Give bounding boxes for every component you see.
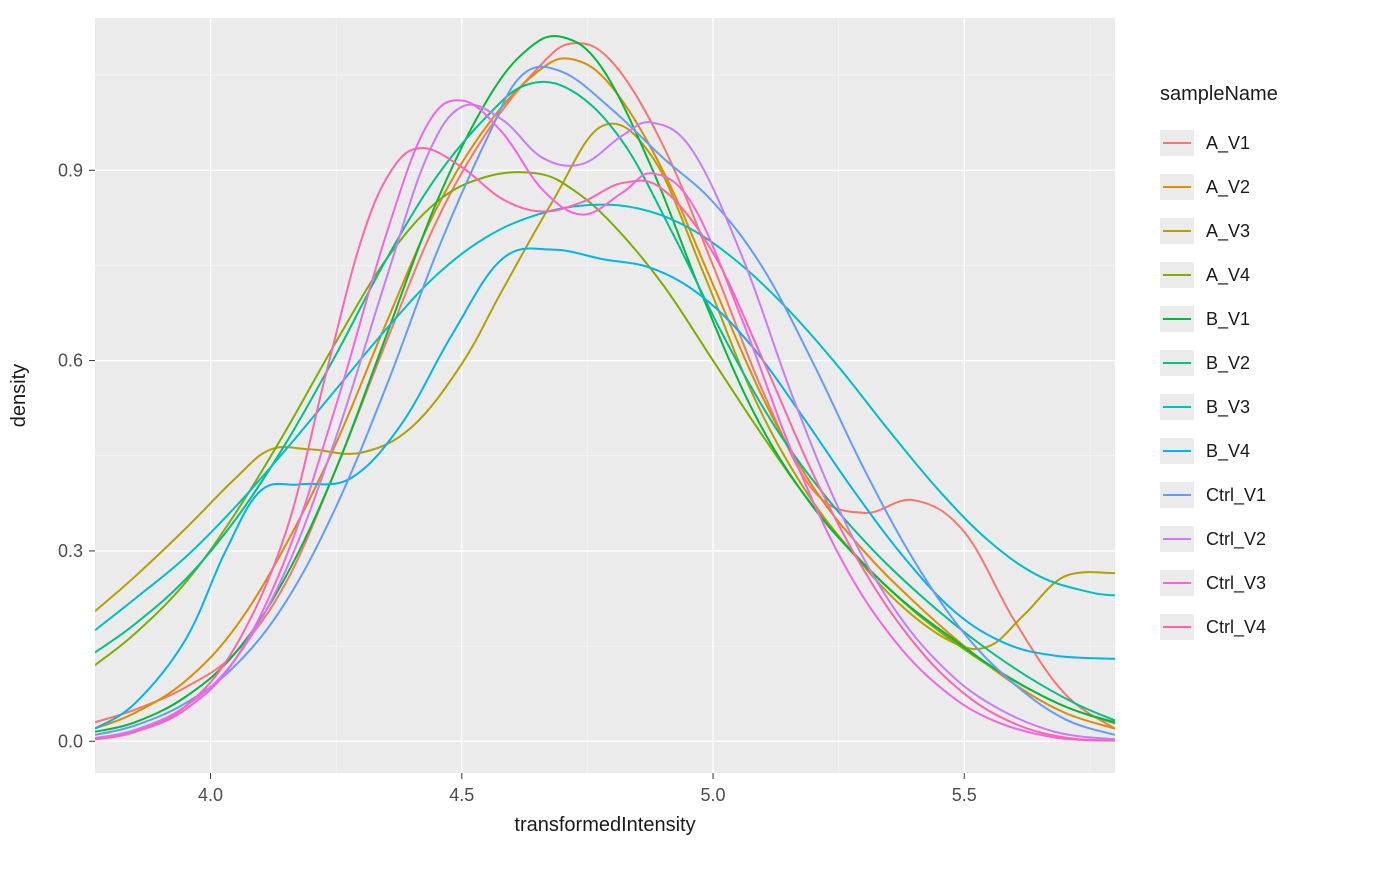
- y-axis-title: density: [8, 364, 30, 427]
- y-tick-label: 0.0: [58, 731, 83, 751]
- legend-label: B_V3: [1206, 397, 1250, 418]
- legend-label: A_V2: [1206, 177, 1250, 198]
- y-tick-label: 0.9: [58, 160, 83, 180]
- legend-label: A_V1: [1206, 133, 1250, 154]
- y-tick-label: 0.6: [58, 351, 83, 371]
- x-tick-label: 5.5: [952, 785, 977, 805]
- plot-panel: [95, 18, 1115, 773]
- legend-label: B_V4: [1206, 441, 1250, 462]
- x-tick-label: 4.0: [198, 785, 223, 805]
- legend-label: A_V3: [1206, 221, 1250, 242]
- x-tick-label: 5.0: [701, 785, 726, 805]
- legend-label: Ctrl_V2: [1206, 529, 1266, 550]
- x-tick-label: 4.5: [449, 785, 474, 805]
- legend-label: B_V1: [1206, 309, 1250, 330]
- legend-label: B_V2: [1206, 353, 1250, 374]
- density-chart: 4.0 4.5 5.0 5.5 0.0 0.3 0.6 0.9 transformedInten…: [0, 0, 1400, 865]
- x-axis-title: transformedIntensity: [514, 814, 695, 836]
- legend-label: Ctrl_V4: [1206, 617, 1266, 638]
- legend-label: Ctrl_V1: [1206, 485, 1266, 506]
- y-tick-label: 0.3: [58, 541, 83, 561]
- chart-container: { "chart": { "type": "density-line", "wi…: [0, 0, 1400, 865]
- legend-label: Ctrl_V3: [1206, 573, 1266, 594]
- legend-title: sampleName: [1160, 83, 1278, 105]
- legend-label: A_V4: [1206, 265, 1250, 286]
